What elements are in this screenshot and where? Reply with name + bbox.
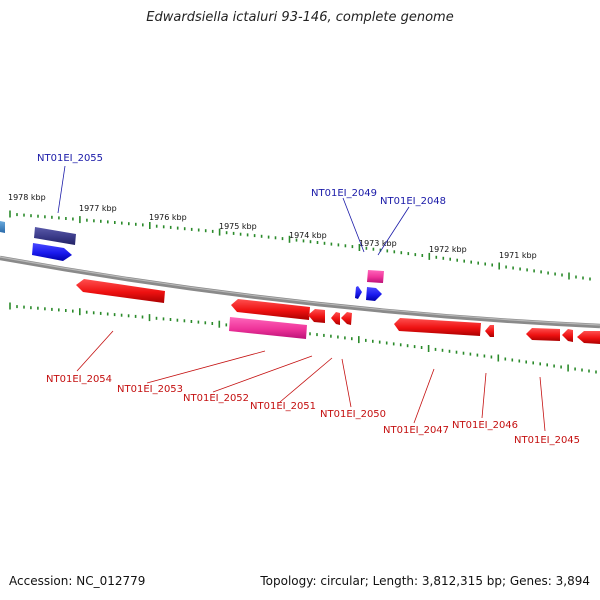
gene-feature-2046[interactable] (485, 325, 494, 337)
gene-label-2054[interactable]: NT01EI_2054 (46, 374, 112, 385)
kbp-label: 1978 kbp (8, 193, 46, 202)
genome-backbone-highlight (0, 256, 600, 326)
gene-feature-2048a[interactable] (355, 286, 362, 299)
gene-label-2045[interactable]: NT01EI_2045 (514, 435, 580, 446)
gene-feature-2049[interactable] (367, 270, 384, 283)
gene-feature-edge[interactable] (0, 221, 5, 233)
kbp-label: 1976 kbp (149, 213, 187, 222)
gene-feature-2047[interactable] (394, 318, 481, 336)
gene-label-2048[interactable]: NT01EI_2048 (380, 196, 446, 207)
gene-feature-2052[interactable] (229, 317, 307, 339)
gene-feature-2055[interactable] (34, 227, 76, 245)
tick-ring-outer (9, 210, 591, 281)
top-label-leaders (57, 165, 410, 256)
gene-feature-2053[interactable] (231, 299, 310, 320)
gene-label-2050[interactable]: NT01EI_2050 (320, 409, 386, 420)
gene-feature-2048[interactable] (366, 287, 382, 301)
kbp-label: 1975 kbp (219, 222, 257, 231)
map-title: Edwardsiella ictaluri 93-146, complete g… (146, 10, 454, 25)
bottom-label-leaders (76, 330, 546, 432)
kbp-label: 1974 kbp (289, 231, 327, 240)
gene-label-2055[interactable]: NT01EI_2055 (37, 153, 103, 164)
genome-summary-text: Topology: circular; Length: 3,812,315 bp… (260, 574, 590, 588)
gene-feature-2043[interactable] (577, 331, 600, 344)
kbp-label: 1973 kbp (359, 239, 397, 248)
gene-label-2047[interactable]: NT01EI_2047 (383, 425, 449, 436)
kbp-label: 1972 kbp (429, 245, 467, 254)
gene-feature-2054[interactable] (76, 279, 165, 303)
gene-feature-2050a[interactable] (331, 312, 340, 325)
gene-feature-2044[interactable] (562, 329, 573, 342)
gene-feature-2055b[interactable] (32, 243, 72, 261)
gene-feature-2050[interactable] (341, 312, 352, 325)
gene-label-2049[interactable]: NT01EI_2049 (311, 188, 377, 199)
genome-backbone (0, 255, 600, 329)
gene-label-2053[interactable]: NT01EI_2053 (117, 384, 183, 395)
gene-label-2046[interactable]: NT01EI_2046 (452, 420, 518, 431)
gene-feature-2045[interactable] (526, 328, 560, 341)
kbp-label: 1971 kbp (499, 251, 537, 260)
gene-label-2052[interactable]: NT01EI_2052 (183, 393, 249, 404)
kbp-label: 1977 kbp (79, 204, 117, 213)
gene-label-2051[interactable]: NT01EI_2051 (250, 401, 316, 412)
accession-text: Accession: NC_012779 (9, 574, 146, 588)
gene-feature-2051[interactable] (308, 309, 325, 323)
